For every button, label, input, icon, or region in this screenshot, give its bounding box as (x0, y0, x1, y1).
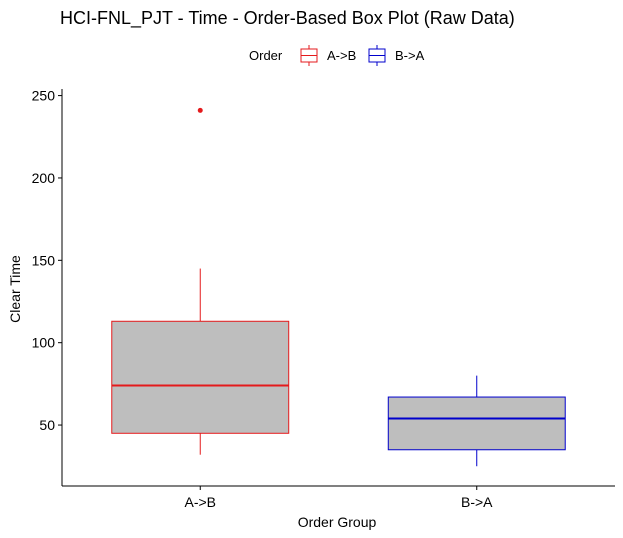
box (111, 320, 290, 434)
boxes (111, 107, 566, 467)
box-group (111, 107, 290, 455)
y-tick-label: 100 (32, 335, 56, 351)
y-axis-title: Clear Time (7, 255, 23, 323)
x-tick-label: A->B (184, 494, 216, 510)
chart-title: HCI-FNL_PJT - Time - Order-Based Box Plo… (60, 8, 515, 29)
x-axis-title: Order Group (298, 514, 377, 530)
x-tick-label: B->A (461, 494, 493, 510)
legend-label: B->A (395, 48, 425, 63)
y-tick-label: 200 (32, 170, 56, 186)
legend-key (300, 45, 318, 66)
legend-key (368, 45, 386, 66)
y-tick-label: 50 (39, 417, 55, 433)
legend-label: A->B (327, 48, 356, 63)
y-tick-label: 150 (32, 252, 56, 268)
legend: Order A->B B->A (249, 45, 425, 66)
box-group (387, 375, 566, 467)
y-tick-label: 250 (32, 88, 56, 104)
legend-title: Order (249, 48, 283, 63)
outlier-point (197, 107, 203, 113)
axes: 50 100 150 200 250 A->B B->A (32, 88, 615, 510)
box (387, 396, 566, 451)
